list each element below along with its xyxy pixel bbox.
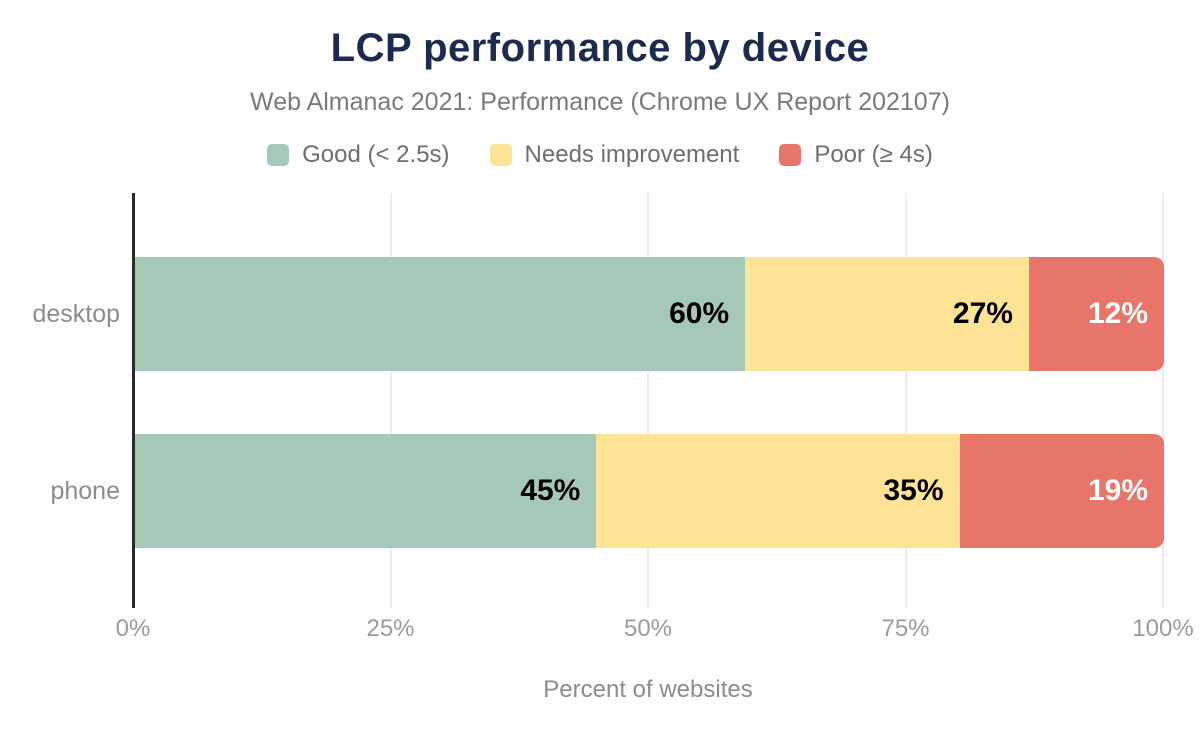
bar-row-phone: 45% 35% 19% — [134, 434, 1164, 548]
legend-label: Poor (≥ 4s) — [814, 141, 933, 168]
bar-segment: 45% — [134, 434, 597, 548]
x-tick-label: 100% — [1132, 615, 1194, 642]
bar-segment: 27% — [745, 257, 1029, 371]
bar-segment-value-label: 27% — [952, 297, 1013, 330]
bar-segment: 12% — [1028, 257, 1164, 371]
y-axis-category-labels: desktop phone — [0, 193, 120, 608]
chart-title: LCP performance by device — [330, 26, 870, 70]
legend-swatch-icon — [489, 144, 512, 166]
bar-segment-value-label: 45% — [520, 474, 581, 507]
legend-label: Good (< 2.5s) — [302, 141, 450, 168]
x-tick-label: 75% — [881, 615, 930, 642]
legend: Good (< 2.5s) Needs improvement Poor (≥ 4s… — [0, 141, 1200, 169]
legend-item-3: Poor (≥ 4s) — [779, 141, 933, 169]
legend-item-1: Good (< 2.5s) — [267, 141, 450, 169]
bar-row-desktop: 60% 27% 12% — [134, 257, 1164, 371]
category-label-desktop: desktop — [32, 299, 120, 328]
bar-segment-value-label: 35% — [883, 474, 944, 507]
category-label-phone: phone — [50, 476, 120, 505]
x-axis-tick-labels: 0% 25% 50% 75% 100% — [116, 615, 1194, 645]
legend-swatch-icon — [267, 144, 290, 166]
gridline — [1162, 193, 1164, 608]
bar-segment: 19% — [959, 434, 1164, 548]
bar-segment-value-label: 60% — [669, 297, 730, 330]
gridline — [904, 193, 907, 608]
legend-swatch-icon — [779, 144, 802, 166]
y-axis-line — [132, 193, 135, 608]
gridline — [647, 193, 649, 608]
bar-segment-value-label: 19% — [1087, 474, 1148, 507]
bar-segment-value-label: 12% — [1087, 297, 1148, 330]
legend-item-2: Needs improvement — [489, 141, 740, 169]
x-tick-label: 50% — [623, 615, 673, 642]
chart-subtitle: Web Almanac 2021: Performance (Chrome UX… — [250, 88, 950, 116]
bar-segment: 35% — [596, 434, 960, 548]
x-tick-label: 0% — [115, 615, 151, 642]
gridline — [389, 193, 392, 608]
x-axis-title: Percent of websites — [543, 676, 753, 703]
bar-segment: 60% — [134, 257, 746, 371]
legend-label: Needs improvement — [524, 141, 740, 168]
x-tick-label: 25% — [366, 615, 415, 642]
plot-area: 60% 27% 12% 45% 35% 19% — [132, 193, 1164, 608]
